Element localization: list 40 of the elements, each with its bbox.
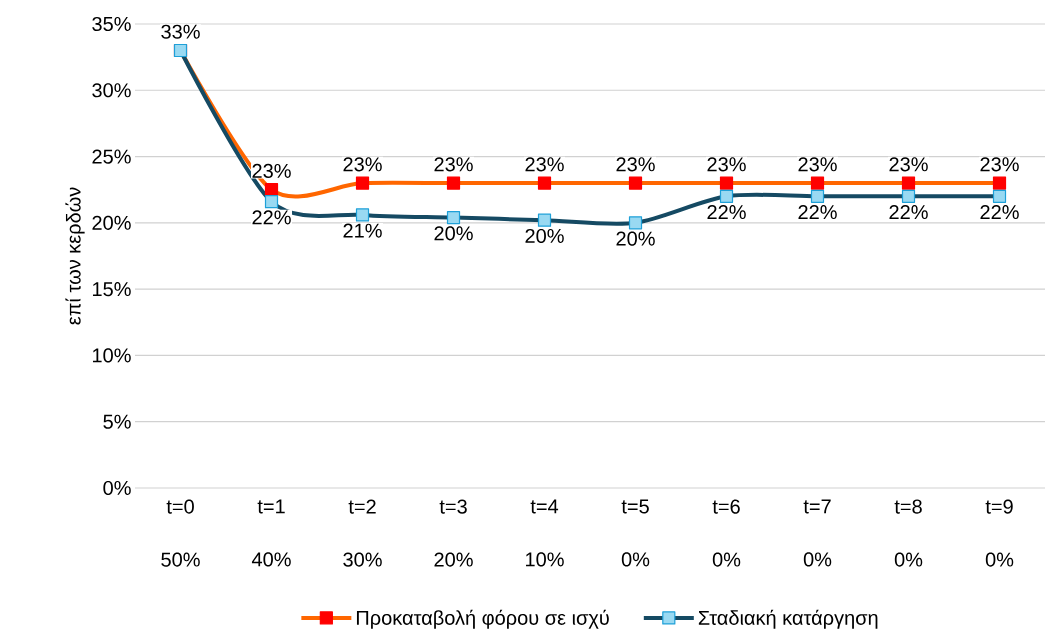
data-label: 23%	[434, 157, 473, 172]
data-label: 22%	[980, 205, 1019, 220]
data-label: 21%	[343, 223, 382, 238]
y-tick-label: 0%	[103, 480, 131, 496]
data-label: 20%	[616, 231, 655, 246]
y-tick-label: 15%	[92, 282, 131, 297]
data-label: 20%	[434, 226, 473, 241]
y-tick-label: 20%	[92, 215, 131, 230]
data-label: 22%	[707, 205, 746, 220]
data-label: 33%	[161, 24, 200, 39]
legend-label: Προκαταβολή φόρου σε ισχύ	[356, 609, 609, 629]
y-tick-label: 30%	[92, 83, 131, 98]
category-label: t=8 0%	[894, 499, 923, 567]
data-label: 23%	[343, 157, 382, 172]
category-label: t=4 10%	[526, 499, 564, 567]
category-label: t=2 30%	[343, 499, 382, 567]
data-label: 23%	[798, 157, 837, 172]
data-label: 23%	[252, 163, 291, 179]
data-label: 23%	[525, 157, 564, 172]
data-label: 23%	[707, 157, 746, 172]
data-label: 23%	[980, 157, 1019, 172]
legend-label: Σταδιακή κατάργηση	[698, 609, 878, 629]
y-axis-title: επί των κερδών	[65, 187, 85, 325]
category-label: t=7 0%	[803, 499, 832, 567]
data-label: 23%	[616, 157, 655, 172]
y-tick-label: 10%	[92, 348, 131, 363]
category-label: t=0 50%	[161, 499, 200, 567]
data-label: 22%	[798, 205, 837, 220]
y-tick-label: 25%	[92, 149, 131, 164]
category-label: t=3 20%	[434, 499, 473, 567]
category-label: t=9 0%	[985, 499, 1014, 567]
data-label: 23%	[889, 157, 928, 172]
category-label: t=6 0%	[712, 499, 741, 567]
y-tick-label: 5%	[103, 414, 131, 429]
data-label: 22%	[889, 205, 928, 220]
category-label: t=1 40%	[251, 499, 291, 567]
y-tick-label: 35%	[92, 16, 131, 32]
category-label: t=5 0%	[621, 499, 650, 567]
data-label: 20%	[525, 228, 564, 244]
data-label: 22%	[252, 210, 291, 225]
